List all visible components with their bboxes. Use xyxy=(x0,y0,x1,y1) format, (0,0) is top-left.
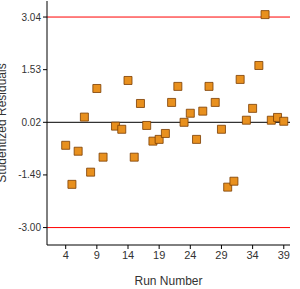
svg-text:Studentized Residuals: Studentized Residuals xyxy=(8,63,9,182)
svg-text:39: 39 xyxy=(278,249,290,261)
svg-text:29: 29 xyxy=(215,249,227,261)
svg-text:14: 14 xyxy=(122,249,134,261)
svg-text:-3.00: -3.00 xyxy=(18,222,41,233)
svg-text:-1.49: -1.49 xyxy=(18,169,41,180)
svg-text:9: 9 xyxy=(94,249,100,261)
svg-text:34: 34 xyxy=(246,249,258,261)
svg-text:24: 24 xyxy=(184,249,196,261)
svg-text:4: 4 xyxy=(63,249,69,261)
svg-text:3.04: 3.04 xyxy=(22,12,42,23)
svg-text:Run Number: Run Number xyxy=(134,274,202,288)
svg-text:0.02: 0.02 xyxy=(22,117,42,128)
svg-text:1.53: 1.53 xyxy=(22,64,42,75)
svg-text:19: 19 xyxy=(153,249,165,261)
